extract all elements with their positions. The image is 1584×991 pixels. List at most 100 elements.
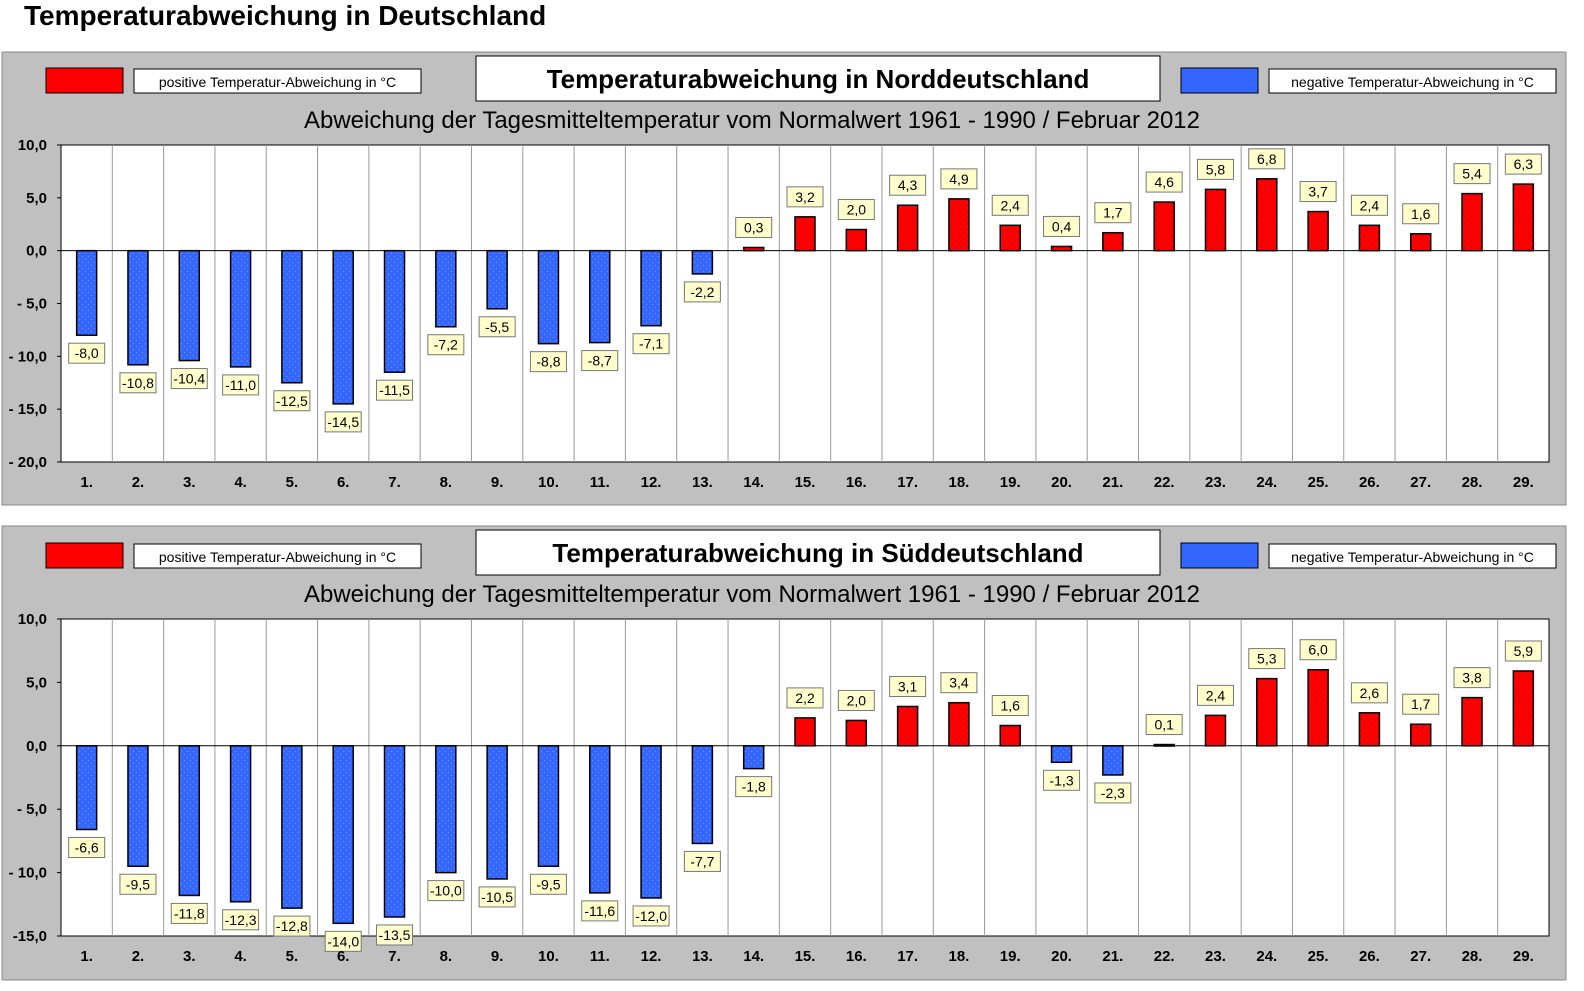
value-label-box bbox=[1350, 194, 1388, 216]
value-label-box bbox=[222, 374, 260, 396]
value-label: 1,7 bbox=[1411, 696, 1431, 712]
value-label: 1,7 bbox=[1103, 205, 1123, 221]
x-tick-label: 27. bbox=[1410, 474, 1431, 491]
value-label-box bbox=[1145, 714, 1183, 736]
legend-positive-box bbox=[133, 543, 422, 569]
value-label: -14,5 bbox=[327, 414, 359, 430]
value-label-box bbox=[683, 281, 721, 303]
x-tick-label: 18. bbox=[949, 948, 970, 965]
bar-day-5 bbox=[281, 745, 303, 909]
bar-day-3 bbox=[178, 745, 201, 897]
value-label: -2,2 bbox=[690, 284, 714, 300]
chart-panel-nord: positive Temperatur-Abweichung in °C nega… bbox=[1, 51, 1567, 506]
value-label-box bbox=[1196, 158, 1234, 180]
bar-day-25 bbox=[1307, 210, 1329, 252]
value-label: -9,5 bbox=[536, 876, 560, 892]
value-label-box bbox=[632, 905, 670, 927]
value-label-box bbox=[1248, 148, 1286, 170]
value-label: -10,0 bbox=[430, 883, 462, 899]
value-label-box bbox=[68, 836, 106, 858]
value-label-box bbox=[529, 873, 567, 895]
value-label: -12,5 bbox=[276, 393, 308, 409]
y-tick-label: 10,0 bbox=[18, 611, 47, 628]
value-label-box bbox=[1299, 181, 1337, 203]
value-label: -7,1 bbox=[639, 336, 663, 352]
x-tick-label: 14. bbox=[743, 474, 764, 491]
bar-day-9 bbox=[486, 249, 508, 310]
legend-negative-swatch bbox=[1180, 67, 1259, 94]
legend-positive-box bbox=[133, 68, 422, 94]
bar-day-25 bbox=[1307, 668, 1329, 747]
bar-day-18 bbox=[948, 701, 970, 747]
value-label: -11,6 bbox=[584, 903, 615, 919]
value-label-box bbox=[478, 886, 516, 908]
value-label-box bbox=[1402, 693, 1440, 715]
y-tick-label: 0,0 bbox=[26, 738, 47, 755]
x-tick-label: 22. bbox=[1154, 948, 1175, 965]
value-label: 3,7 bbox=[1308, 184, 1328, 200]
x-tick-label: 1. bbox=[80, 948, 93, 965]
y-tick-label: -15,0 bbox=[13, 928, 47, 945]
x-tick-label: 4. bbox=[234, 474, 247, 491]
bar-day-24 bbox=[1256, 677, 1278, 747]
y-tick-label: - 10,0 bbox=[9, 865, 47, 882]
x-tick-label: 12. bbox=[641, 474, 662, 491]
bar-day-22 bbox=[1153, 743, 1175, 747]
value-label-box bbox=[427, 880, 465, 902]
x-tick-label: 12. bbox=[641, 948, 662, 965]
value-label-box bbox=[581, 350, 619, 372]
y-tick-label: 5,0 bbox=[26, 674, 47, 691]
value-label-box bbox=[376, 924, 414, 946]
value-label: -6,6 bbox=[75, 839, 99, 855]
value-label-box bbox=[1094, 202, 1132, 224]
x-tick-label: 3. bbox=[183, 474, 196, 491]
x-tick-label: 24. bbox=[1256, 474, 1277, 491]
x-tick-label: 5. bbox=[286, 948, 299, 965]
bar-day-9 bbox=[486, 745, 508, 880]
value-label: -10,8 bbox=[122, 375, 154, 391]
bar-day-17 bbox=[896, 705, 919, 747]
value-label: 3,2 bbox=[795, 189, 815, 205]
x-tick-label: 25. bbox=[1308, 474, 1329, 491]
value-label: -1,8 bbox=[742, 779, 766, 795]
chart-title-box bbox=[475, 55, 1161, 102]
value-label-box bbox=[1453, 163, 1491, 185]
y-tick-label: 0,0 bbox=[26, 243, 47, 260]
legend-positive-label: positive Temperatur-Abweichung in °C bbox=[159, 549, 396, 565]
value-label: -2,3 bbox=[1101, 785, 1125, 801]
bar-day-21 bbox=[1102, 231, 1124, 252]
value-label-box bbox=[940, 672, 978, 694]
value-label: -1,3 bbox=[1049, 772, 1073, 788]
value-label-box bbox=[1145, 171, 1183, 193]
x-tick-label: 29. bbox=[1513, 474, 1534, 491]
value-label-box bbox=[1453, 667, 1491, 689]
value-label: -12,3 bbox=[225, 912, 257, 928]
value-label-box bbox=[786, 186, 824, 208]
bar-day-16 bbox=[845, 228, 868, 252]
value-label-box bbox=[889, 675, 927, 697]
bar-day-6 bbox=[332, 745, 354, 925]
x-tick-label: 4. bbox=[234, 948, 247, 965]
value-label-box bbox=[119, 873, 157, 895]
chart-title-box bbox=[475, 529, 1161, 576]
x-tick-label: 11. bbox=[590, 474, 610, 491]
x-tick-label: 15. bbox=[795, 948, 816, 965]
value-label-box bbox=[273, 390, 311, 412]
x-tick-label: 16. bbox=[846, 948, 867, 965]
bar-day-21 bbox=[1102, 745, 1124, 776]
chart-title: Temperaturabweichung in Norddeutschland bbox=[547, 64, 1090, 94]
bar-day-23 bbox=[1204, 188, 1227, 252]
x-tick-label: 19. bbox=[1000, 948, 1021, 965]
value-label: -7,2 bbox=[434, 337, 458, 353]
bar-day-7 bbox=[383, 745, 406, 918]
value-label: -11,5 bbox=[379, 382, 410, 398]
x-tick-label: 8. bbox=[440, 948, 453, 965]
legend-negative-label: negative Temperatur-Abweichung in °C bbox=[1291, 74, 1534, 90]
chart-panel-sued: positive Temperatur-Abweichung in °C nega… bbox=[1, 525, 1567, 981]
x-tick-label: 6. bbox=[337, 474, 350, 491]
x-tick-label: 29. bbox=[1513, 948, 1534, 965]
bar-day-19 bbox=[999, 724, 1021, 747]
bar-day-2 bbox=[127, 249, 149, 366]
bar-day-24 bbox=[1256, 178, 1278, 252]
value-label-box bbox=[427, 334, 465, 356]
